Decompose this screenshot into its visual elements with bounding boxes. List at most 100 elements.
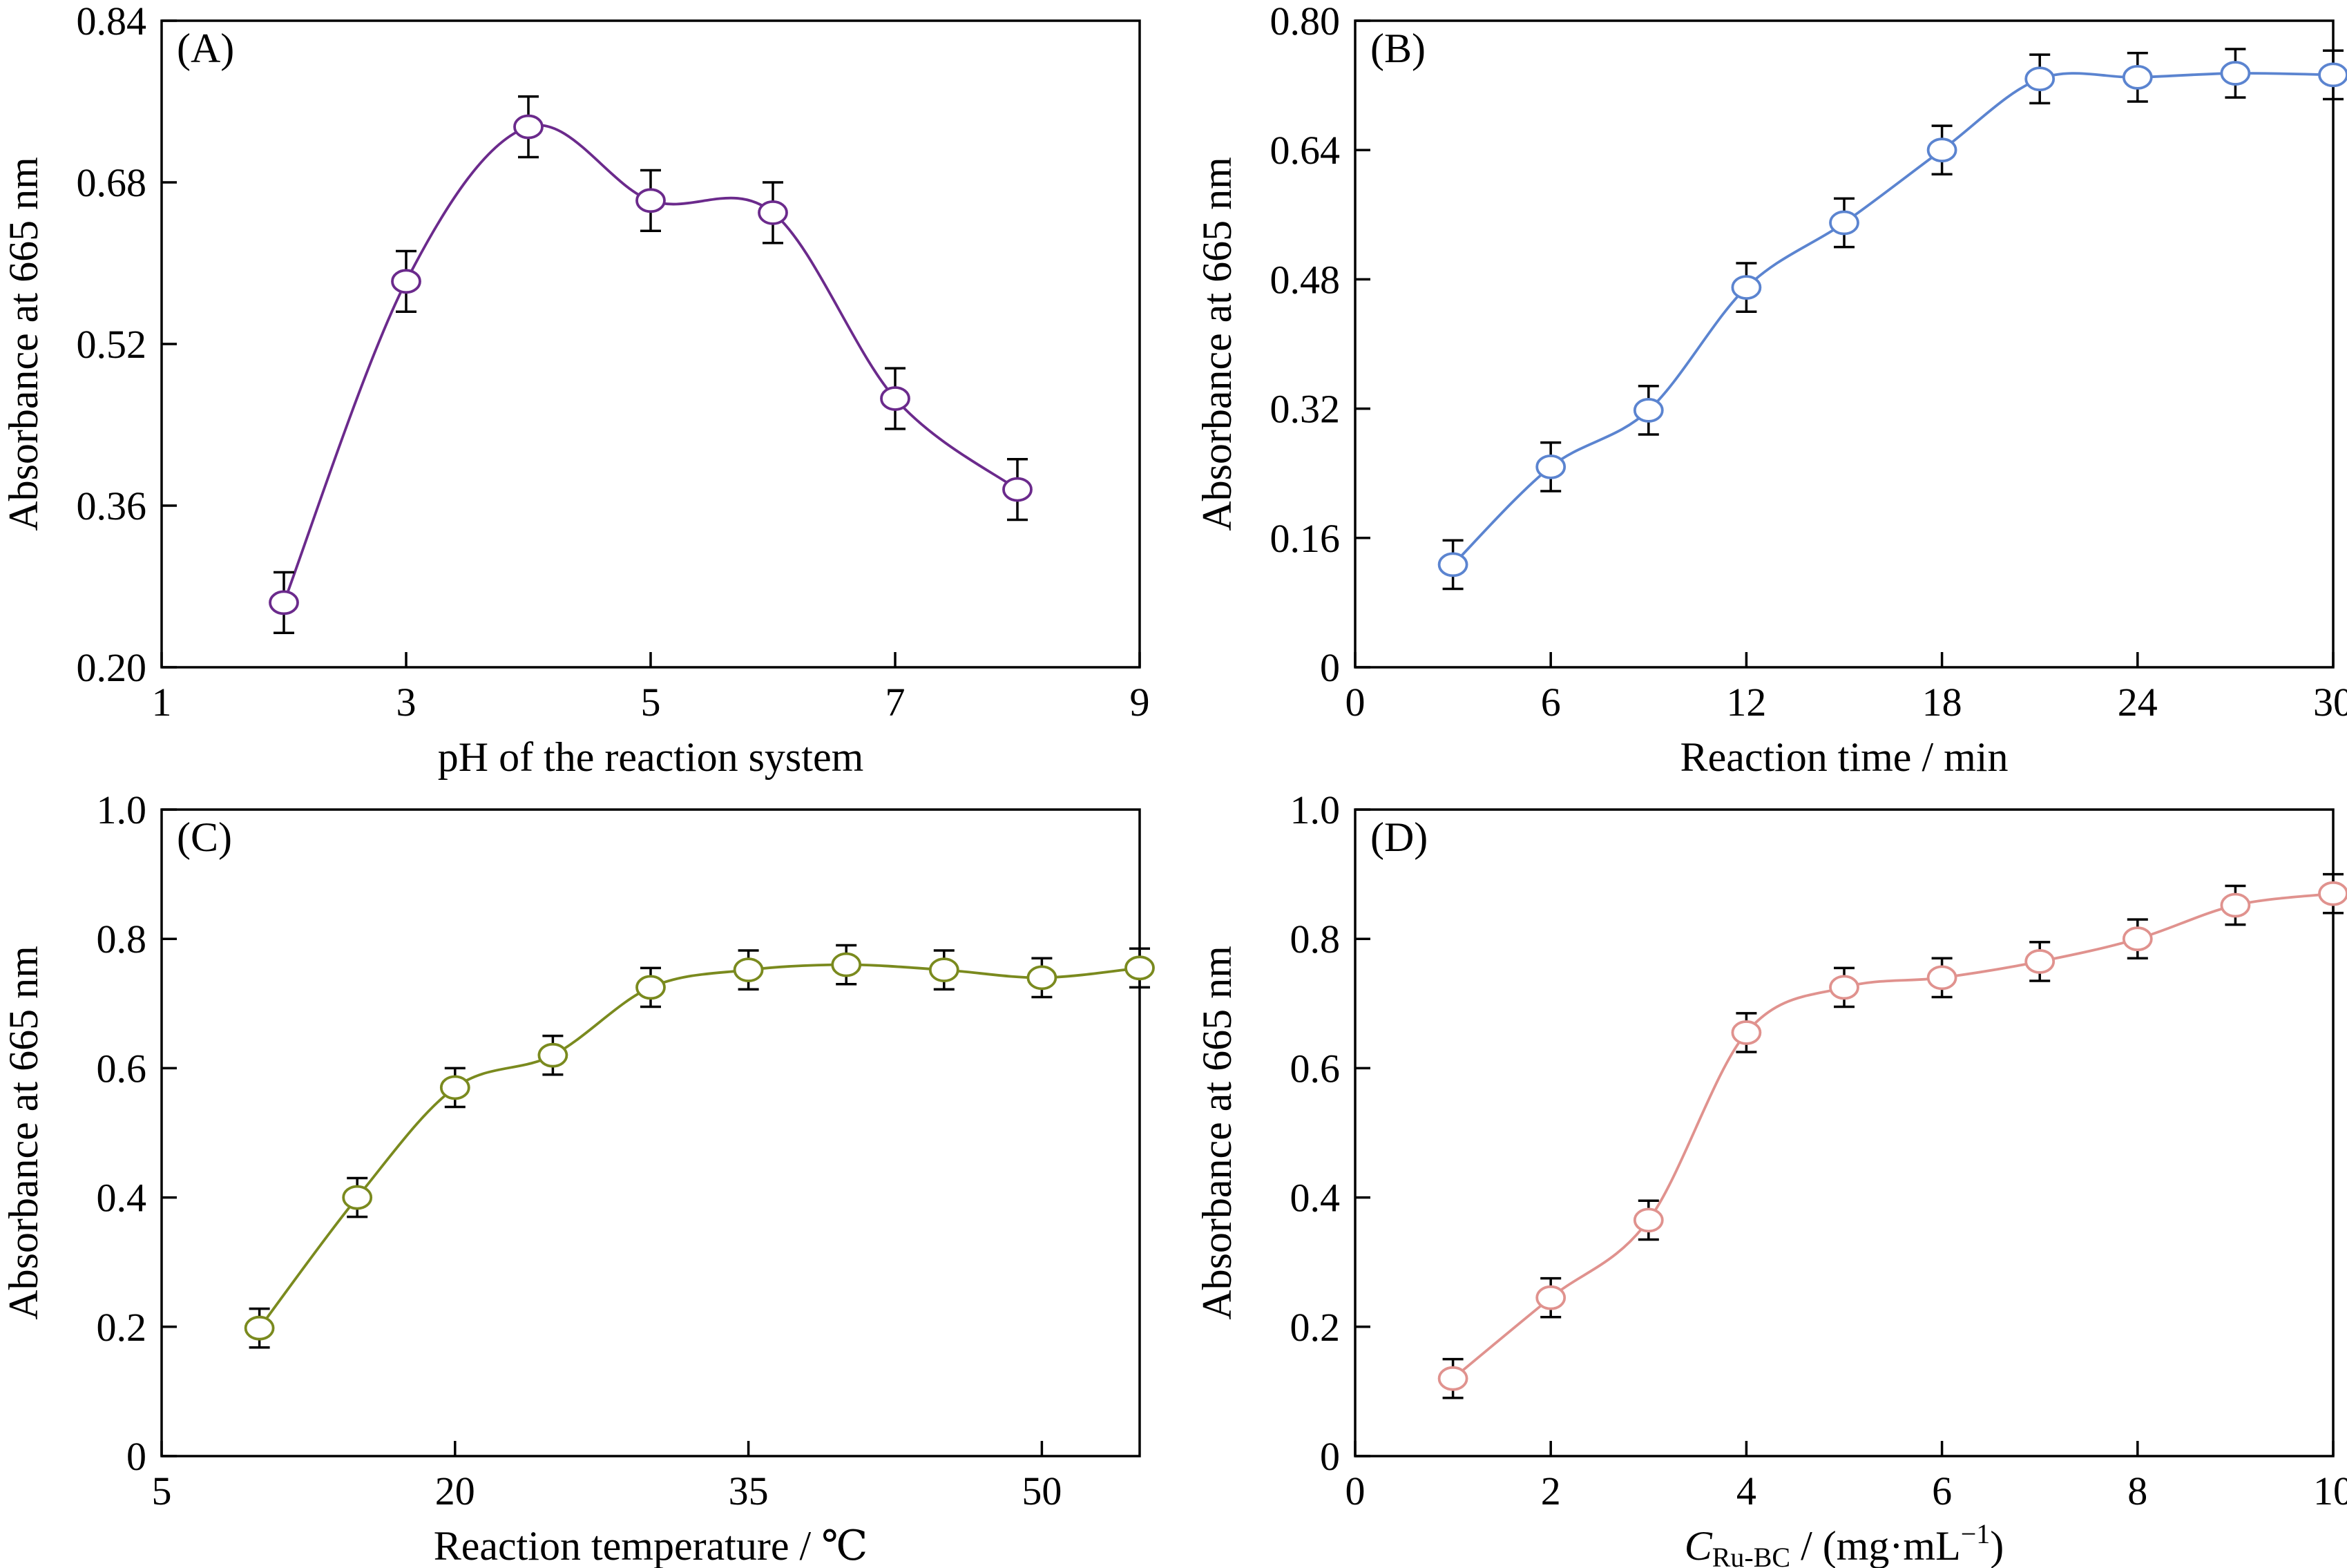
data-point — [439, 1075, 470, 1100]
error-bar — [2127, 918, 2148, 960]
plot-frame — [160, 808, 1141, 1457]
error-bar — [347, 1176, 368, 1218]
data-point — [2024, 66, 2056, 92]
data-point — [635, 975, 666, 1000]
data-point — [1437, 1366, 1468, 1391]
data-point — [2220, 892, 2251, 918]
y-axis-label: Absorbance at 665 nm — [1194, 157, 1240, 531]
x-tick-label: 9 — [1130, 680, 1150, 725]
error-bar — [1442, 539, 1464, 591]
y-tick-label: 0.4 — [1290, 1176, 1341, 1221]
plot-frame — [1354, 808, 2335, 1457]
panel-b: 0 6 12 18 24 30 0 0.16 0.32 0.48 0.64 0.80 (B) Absorb… — [1194, 0, 2347, 780]
x-tick-label: 12 — [1726, 680, 1766, 725]
error-bar — [2225, 48, 2246, 99]
x-tick-label: 5 — [152, 1469, 172, 1513]
data-point — [1535, 454, 1567, 479]
series-line — [1452, 892, 2334, 1380]
y-tick-label: 0.48 — [1270, 257, 1341, 302]
data-point — [928, 957, 959, 983]
error-bar — [1736, 1012, 1757, 1053]
data-point — [880, 386, 910, 411]
error-bar — [274, 571, 294, 635]
x-tick-label: 35 — [729, 1469, 769, 1513]
y-axis-label: Absorbance at 665 nm — [1, 157, 46, 531]
error-bar — [933, 949, 955, 991]
data-point — [2122, 65, 2153, 90]
error-bar — [249, 1307, 270, 1349]
error-bar — [518, 95, 539, 159]
panel-label: (B) — [1370, 26, 1426, 71]
x-tick-label: 6 — [1541, 680, 1561, 725]
y-tick-label: 0.84 — [77, 0, 147, 44]
error-bar — [444, 1067, 466, 1109]
panel-d: 0 2 4 6 8 10 0 0.2 0.4 0.6 0.8 1.0 (D) Absorbance at … — [1194, 787, 2347, 1568]
data-point — [1829, 210, 1859, 236]
x-tick-label: 8 — [2127, 1469, 2147, 1513]
data-point — [1535, 1285, 1567, 1310]
data-point — [1926, 137, 1957, 163]
x-tick-label: 1 — [152, 680, 172, 725]
x-tick-label: 10 — [2313, 1469, 2347, 1513]
plot-frame — [160, 19, 1141, 669]
data-point — [2024, 949, 2056, 974]
error-bar — [542, 1034, 564, 1076]
data-point — [269, 590, 299, 615]
error-bar — [2323, 872, 2344, 915]
x-axis-label: CRu-BC / (mg·mL−1) — [1685, 1518, 2004, 1568]
error-bar — [2127, 52, 2148, 103]
data-point — [1731, 1020, 1762, 1045]
error-bar — [640, 169, 661, 232]
error-bar — [1834, 197, 1855, 249]
data-point — [733, 957, 764, 983]
x-tick-label: 20 — [435, 1469, 475, 1513]
data-point — [342, 1185, 373, 1210]
x-tick-label: 24 — [2118, 680, 2158, 725]
y-tick-label: 1.0 — [1290, 787, 1341, 832]
x-axis-label: pH of the reaction system — [438, 734, 864, 780]
error-bar — [1007, 457, 1028, 522]
x-axis-label-part: −1 — [1961, 1518, 1991, 1549]
error-bar — [885, 367, 906, 430]
x-tick-label: 3 — [396, 680, 416, 725]
x-tick-label: 30 — [2313, 680, 2347, 725]
error-bar — [2225, 884, 2246, 926]
error-bar — [1031, 957, 1053, 999]
data-point — [1829, 975, 1859, 1000]
data-point — [831, 952, 862, 977]
error-bar — [640, 966, 661, 1008]
data-point — [1633, 398, 1664, 423]
y-tick-label: 0.68 — [77, 160, 147, 205]
data-point — [635, 188, 666, 213]
x-tick-label: 0 — [1345, 680, 1366, 725]
y-tick-label: 0 — [1320, 645, 1340, 690]
data-point — [1926, 965, 1957, 991]
data-point — [244, 1315, 275, 1341]
panel-label: (A) — [177, 26, 234, 71]
x-axis-label-part: Ru-BC — [1712, 1542, 1790, 1568]
data-point — [391, 269, 421, 294]
x-axis-label-part: ) — [1990, 1523, 2004, 1568]
y-tick-label: 0.6 — [1290, 1046, 1341, 1091]
y-axis-label: Absorbance at 665 nm — [1, 946, 46, 1320]
panel-a: 1 3 5 7 9 0.20 0.36 0.52 0.68 0.84 (A) Absorbance a… — [1, 0, 1150, 780]
error-bar — [396, 249, 416, 313]
panel-c: 5 20 35 50 0 0.2 0.4 0.6 0.8 1.0 (C) Absorbance at … — [1, 787, 1155, 1568]
y-tick-label: 0.2 — [97, 1305, 147, 1350]
data-point — [758, 200, 788, 225]
y-tick-label: 0.52 — [77, 322, 147, 367]
data-point — [2122, 926, 2153, 952]
data-point — [1437, 552, 1468, 577]
data-point — [1124, 955, 1155, 981]
data-point — [1026, 965, 1057, 991]
error-bar — [836, 944, 857, 986]
y-tick-label: 0.8 — [1290, 917, 1341, 962]
y-tick-label: 0.6 — [97, 1046, 147, 1091]
error-bar — [1834, 966, 1855, 1008]
x-axis-label-part: / (mg·mL — [1790, 1523, 1961, 1568]
data-point — [1633, 1207, 1664, 1233]
error-bar — [1129, 947, 1150, 989]
error-bar — [2323, 49, 2344, 101]
x-tick-label: 4 — [1736, 1469, 1756, 1513]
